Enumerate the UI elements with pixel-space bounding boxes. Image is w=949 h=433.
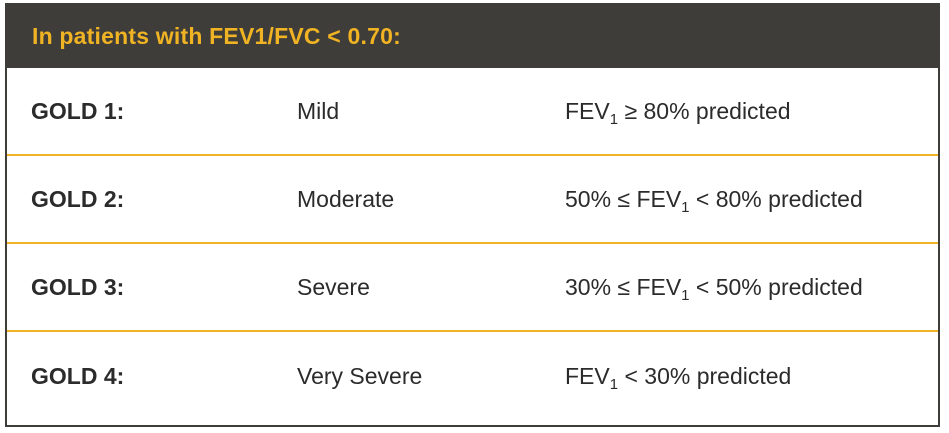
- table-row-gold-2: GOLD 2: Moderate 50% ≤ FEV1 < 80% predic…: [7, 156, 938, 244]
- table-header: In patients with FEV1/FVC < 0.70:: [7, 5, 938, 68]
- criteria-fev: FEV: [636, 273, 682, 300]
- criteria-fev: FEV: [636, 185, 682, 212]
- criteria-prefix: 30% ≤: [565, 273, 637, 300]
- severity-label: Severe: [297, 273, 370, 300]
- severity-label: Mild: [297, 97, 340, 124]
- criteria-subscript: 1: [681, 286, 690, 304]
- criteria-suffix: ≥ 80% predicted: [618, 97, 791, 124]
- stage-label: GOLD 2:: [31, 185, 125, 212]
- table-row-gold-1: GOLD 1: Mild FEV1 ≥ 80% predicted: [7, 68, 938, 156]
- criteria-subscript: 1: [681, 198, 690, 216]
- criteria-text: FEV1 ≥ 80% predicted: [565, 97, 791, 128]
- criteria-suffix: < 30% predicted: [618, 362, 792, 389]
- criteria-subscript: 1: [609, 375, 619, 393]
- severity-label: Moderate: [297, 185, 395, 212]
- criteria-subscript: 1: [609, 110, 619, 128]
- stage-label: GOLD 3:: [31, 273, 125, 300]
- table-row-gold-3: GOLD 3: Severe 30% ≤ FEV1 < 50% predicte…: [7, 244, 938, 332]
- header-title: In patients with FEV1/FVC < 0.70:: [32, 23, 401, 49]
- table-row-gold-4: GOLD 4: Very Severe FEV1 < 30% predicted: [7, 332, 938, 420]
- severity-label: Very Severe: [297, 362, 423, 389]
- gold-classification-table: In patients with FEV1/FVC < 0.70: GOLD 1…: [5, 3, 940, 427]
- criteria-fev: FEV: [565, 97, 610, 124]
- criteria-suffix: < 50% predicted: [689, 273, 863, 300]
- criteria-fev: FEV: [565, 362, 610, 389]
- criteria-text: FEV1 < 30% predicted: [565, 362, 792, 393]
- criteria-text: 30% ≤ FEV1 < 50% predicted: [565, 273, 863, 304]
- criteria-text: 50% ≤ FEV1 < 80% predicted: [565, 185, 863, 216]
- stage-label: GOLD 4:: [31, 362, 125, 389]
- criteria-prefix: 50% ≤: [565, 185, 637, 212]
- criteria-suffix: < 80% predicted: [689, 185, 863, 212]
- stage-label: GOLD 1:: [31, 97, 125, 124]
